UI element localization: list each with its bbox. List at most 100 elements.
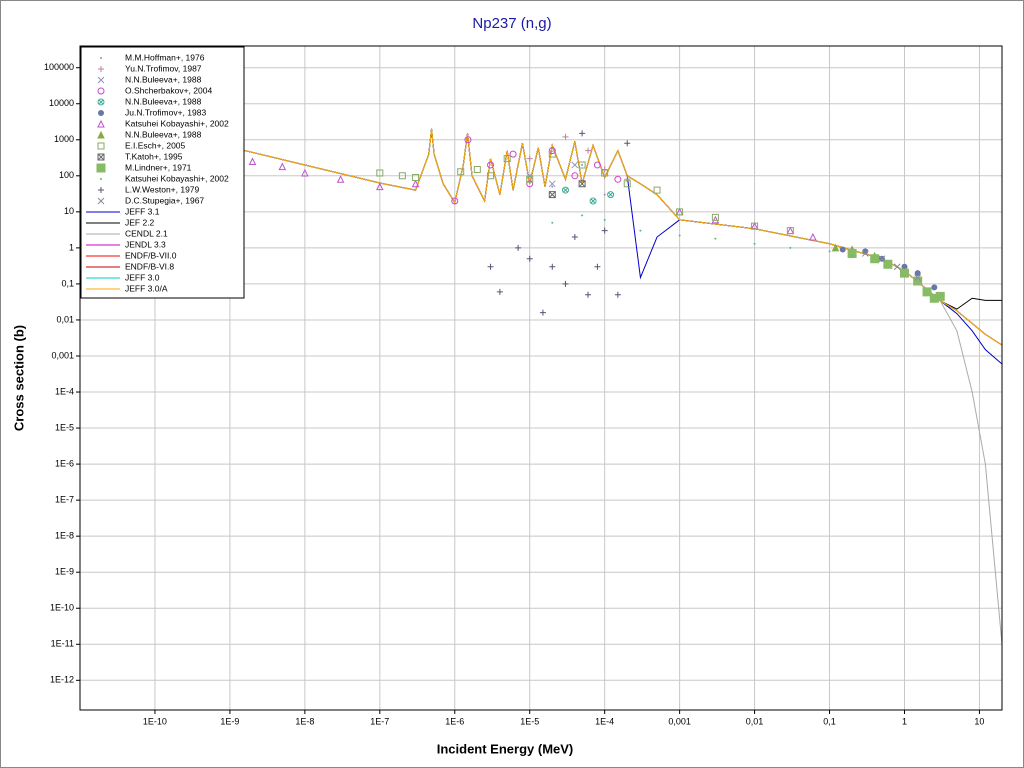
data-point xyxy=(585,291,592,298)
y-tick-label: 1E-11 xyxy=(51,639,74,649)
x-tick-label: 0,1 xyxy=(823,716,836,726)
legend-label: N.N.Buleeva+, 1988 xyxy=(125,74,202,84)
legend-marker xyxy=(97,119,105,128)
data-point xyxy=(526,255,533,262)
x-tick-label: 10 xyxy=(974,716,984,726)
legend-marker xyxy=(97,76,105,84)
data-point xyxy=(548,180,556,188)
data-point xyxy=(581,214,584,217)
data-point xyxy=(914,274,922,281)
legend-label: T.Katoh+, 1995 xyxy=(125,151,183,161)
legend-label: O.Shcherbakov+, 2004 xyxy=(125,85,212,95)
data-point xyxy=(676,208,684,216)
data-point xyxy=(562,133,569,140)
data-point xyxy=(526,175,534,183)
data-point xyxy=(847,248,857,258)
x-tick-label: 1E-4 xyxy=(595,716,614,726)
data-point xyxy=(457,168,465,176)
data-point xyxy=(935,291,945,301)
data-point xyxy=(901,263,908,270)
legend-label: M.M.Hoffman+, 1976 xyxy=(125,52,205,62)
data-point xyxy=(548,191,556,199)
legend-label: Ju.N.Trofimov+, 1983 xyxy=(125,107,206,117)
data-point xyxy=(861,250,869,257)
legend-label: JEFF 3.0 xyxy=(125,272,160,282)
data-point xyxy=(571,161,579,169)
data-point xyxy=(562,280,569,287)
data-point xyxy=(639,229,642,232)
legend-marker xyxy=(98,187,104,193)
data-point xyxy=(753,242,756,245)
data-point xyxy=(711,215,720,224)
axes: 1E-10 1E-9 1E-8 1E-7 1E-6 1E-5 1E-4 0,001 0,01 0,… xyxy=(44,62,984,726)
legend-label: Yu.N.Trofimov, 1987 xyxy=(125,63,202,73)
data-point xyxy=(496,288,503,295)
y-tick-label: 1E-7 xyxy=(55,495,74,505)
data-point xyxy=(601,169,609,177)
x-tick-label: 1E-8 xyxy=(295,716,314,726)
data-point xyxy=(589,197,597,205)
y-axis-label: Cross section (b) xyxy=(11,325,26,431)
data-point xyxy=(526,155,533,162)
data-point xyxy=(786,227,794,235)
data-point xyxy=(336,175,345,183)
data-point xyxy=(578,180,586,188)
data-point xyxy=(398,172,406,180)
y-tick-label: 100 xyxy=(59,170,74,180)
legend-marker xyxy=(97,153,105,161)
data-point xyxy=(551,221,554,224)
data-point xyxy=(878,255,886,263)
legend-label: Katsuhei Kobayashi+, 2002 xyxy=(125,173,229,183)
data-point xyxy=(594,263,601,270)
x-tick-label: 1E-9 xyxy=(220,716,239,726)
data-point xyxy=(487,172,495,180)
legend-label: JEFF 3.1 xyxy=(125,206,160,216)
legend-marker xyxy=(100,178,102,180)
legend-label: M.Lindner+, 1971 xyxy=(125,162,192,172)
data-point xyxy=(914,270,921,277)
legend-label: JEFF 3.0/A xyxy=(125,283,168,293)
x-tick-label: 0,01 xyxy=(746,716,764,726)
data-point xyxy=(473,165,481,173)
data-point xyxy=(578,161,586,169)
legend-marker xyxy=(98,66,104,72)
legend-marker xyxy=(96,163,106,173)
y-tick-label: 1E-12 xyxy=(50,675,74,685)
data-point xyxy=(751,222,759,230)
x-tick-label: 1E-10 xyxy=(143,716,167,726)
chart-title: Np237 (n,g) xyxy=(472,15,551,32)
y-tick-label: 10000 xyxy=(49,98,74,108)
plot-area xyxy=(80,110,1002,645)
x-tick-label: 1E-6 xyxy=(445,716,464,726)
data-point xyxy=(678,234,681,237)
x-tick-label: 0,001 xyxy=(668,716,691,726)
x-tick-label: 1 xyxy=(902,716,907,726)
y-tick-label: 1E-6 xyxy=(55,458,74,468)
legend-label: N.N.Buleeva+, 1988 xyxy=(125,96,202,106)
data-point xyxy=(376,169,384,177)
data-point xyxy=(624,140,631,147)
data-point xyxy=(571,172,579,180)
y-tick-label: 100000 xyxy=(44,62,74,72)
data-point xyxy=(571,234,578,241)
data-point xyxy=(714,237,717,240)
data-point xyxy=(509,150,517,158)
legend-marker xyxy=(97,130,105,139)
y-tick-label: 0,1 xyxy=(61,278,74,288)
data-point xyxy=(623,180,631,188)
data-point xyxy=(828,250,831,253)
data-point xyxy=(579,130,586,137)
legend-marker xyxy=(97,87,105,95)
data-point xyxy=(548,150,556,158)
legend-label: Katsuhei Kobayashi+, 2002 xyxy=(125,118,229,128)
y-tick-label: 0,01 xyxy=(56,314,74,324)
data-point xyxy=(503,155,511,163)
data-point xyxy=(839,246,846,253)
legend-marker xyxy=(97,197,105,205)
data-point xyxy=(603,218,606,221)
data-point xyxy=(561,186,569,194)
data-point xyxy=(487,263,494,270)
data-point xyxy=(581,163,584,166)
